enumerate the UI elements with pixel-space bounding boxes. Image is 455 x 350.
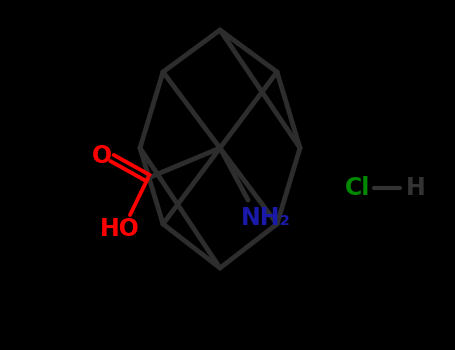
Text: O: O xyxy=(92,144,112,168)
Text: HO: HO xyxy=(100,217,140,241)
Text: H: H xyxy=(406,176,426,200)
Text: Cl: Cl xyxy=(345,176,371,200)
Text: NH₂: NH₂ xyxy=(241,206,291,230)
